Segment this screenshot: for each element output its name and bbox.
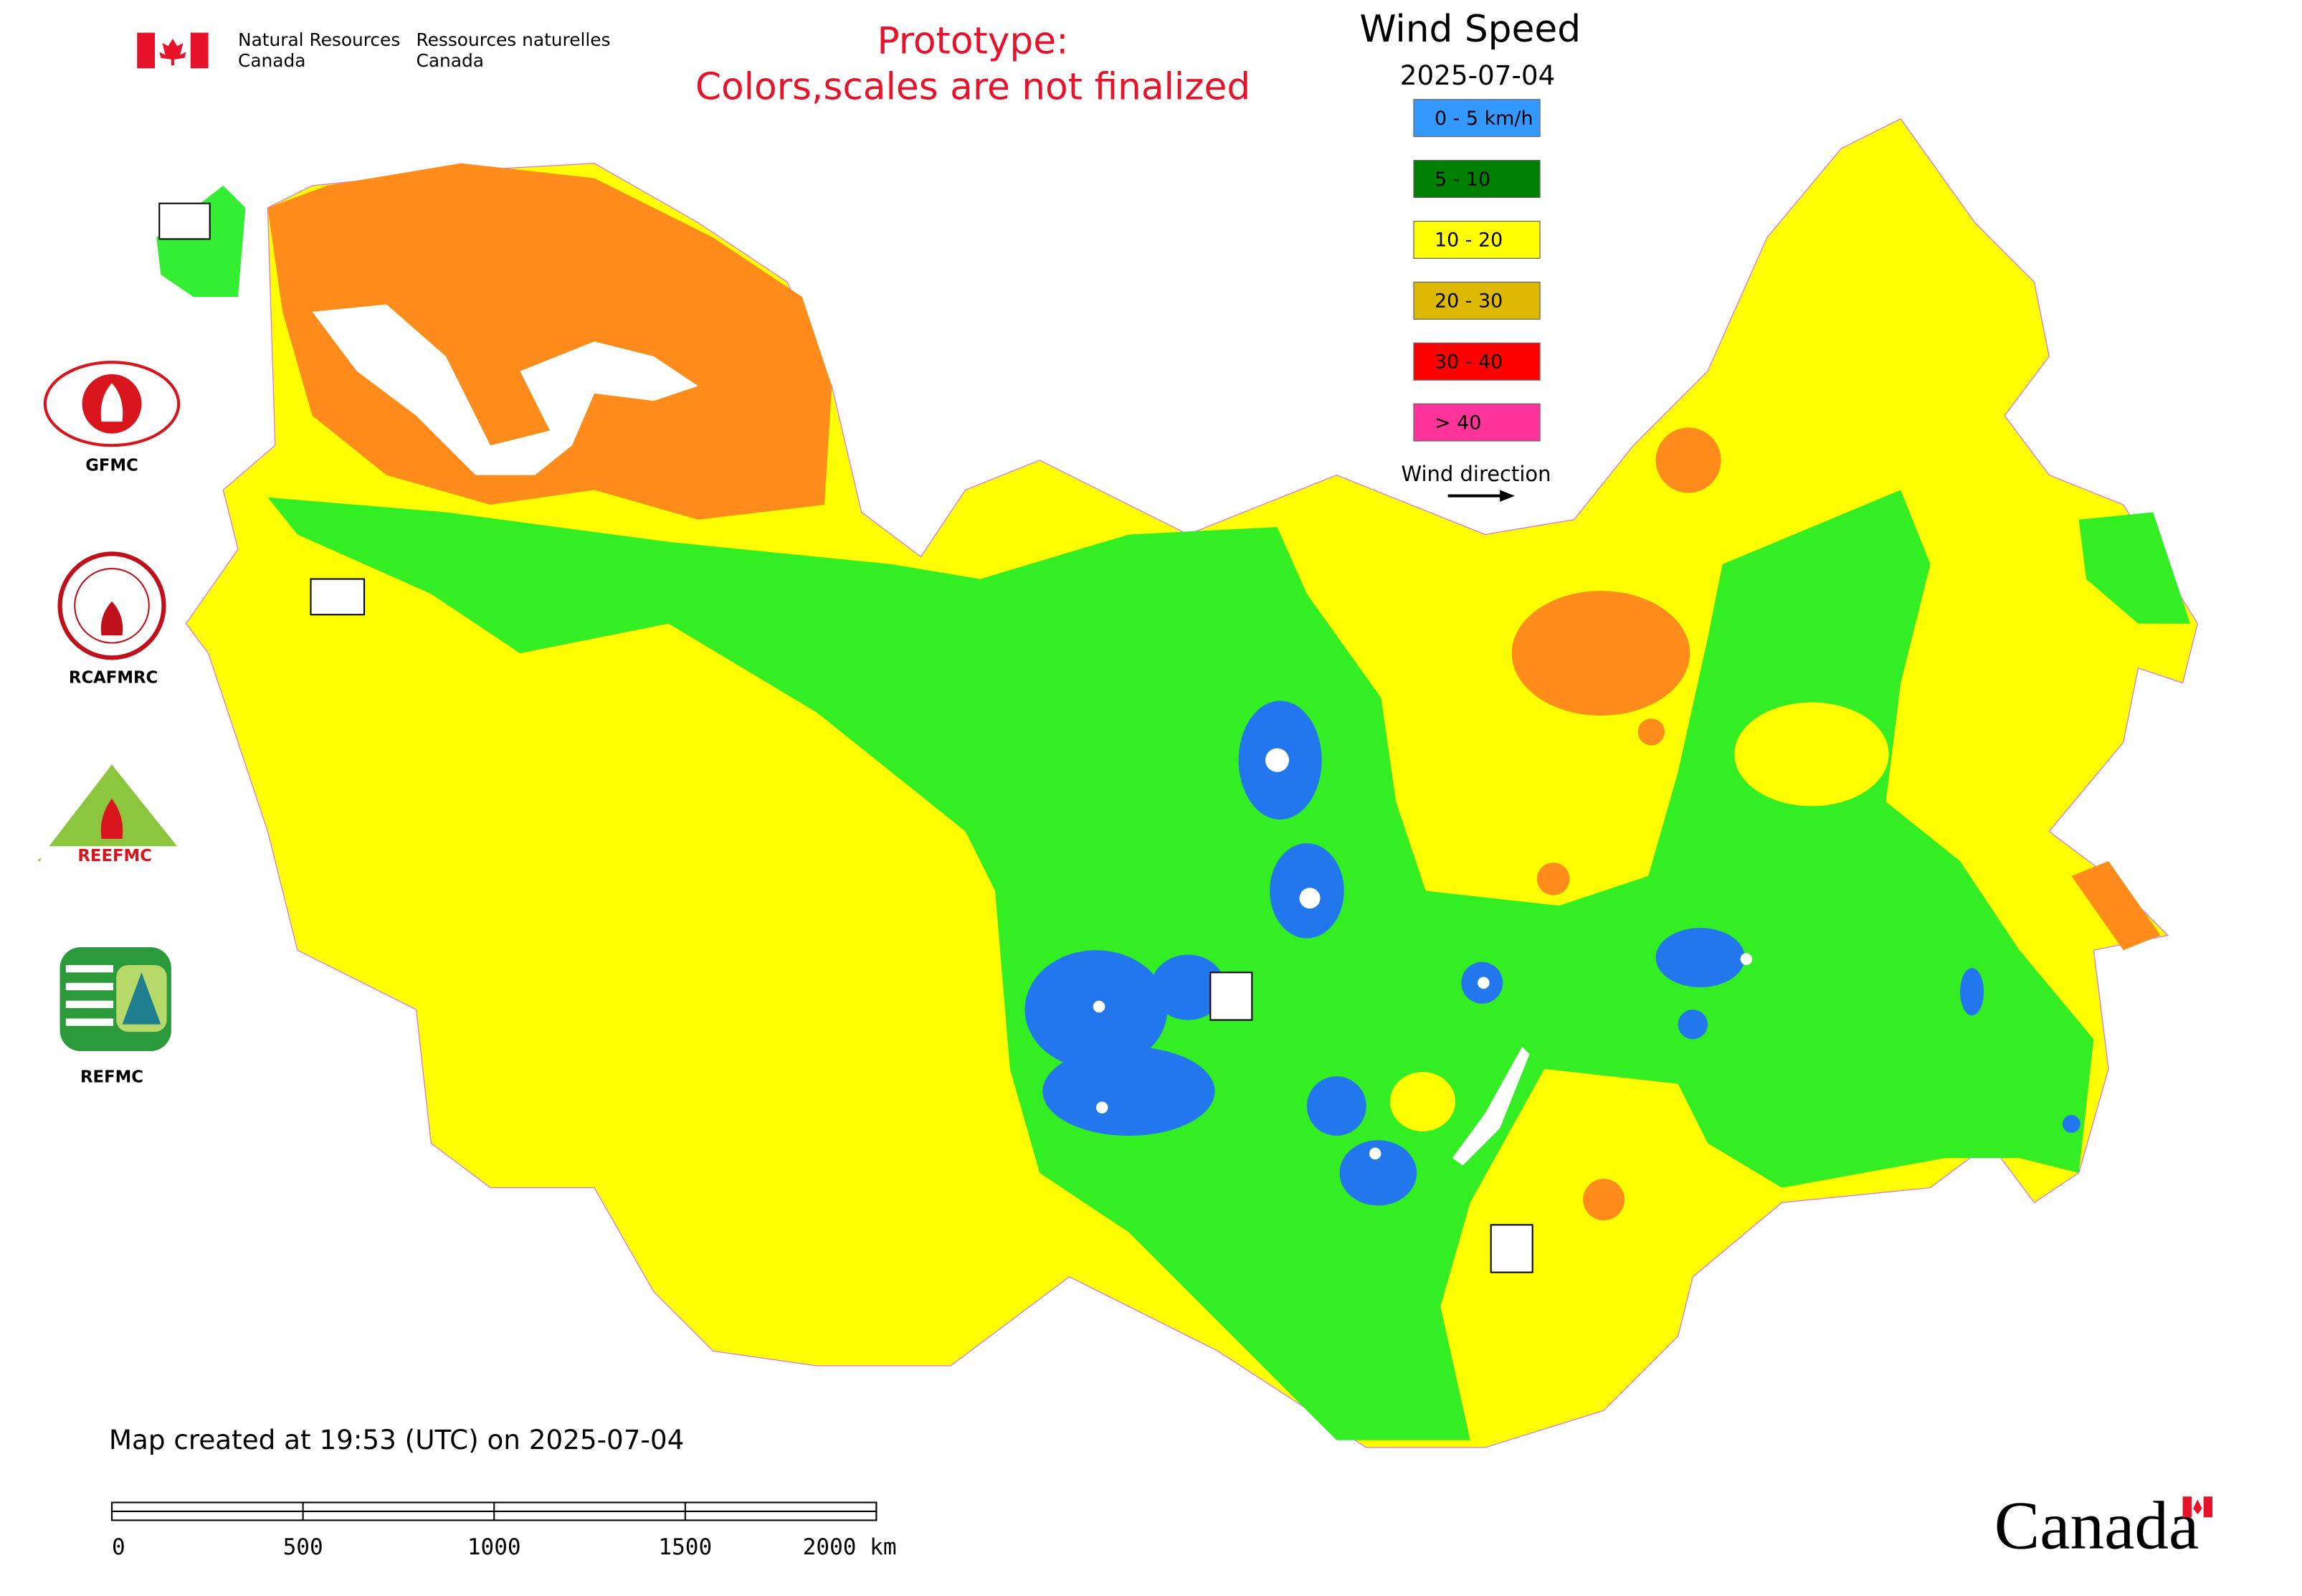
scale-label: 500 [283,1534,323,1560]
legend-label: 20 - 30 [1435,290,1503,313]
scale-label: 2000 km [803,1534,897,1560]
map-marker [1209,972,1253,1021]
region-orange [1637,718,1665,746]
region-blue [1960,968,1984,1016]
wind-direction-label: Wind direction [1401,462,1551,486]
scale-label: 1000 [467,1534,521,1560]
map-marker [310,578,366,616]
region-orange [267,163,832,520]
date: 2025-07-04 [1400,60,1556,91]
region-orange [1655,427,1721,493]
legend-label: 30 - 40 [1435,351,1503,374]
region-orange [1536,863,1570,896]
region-blue [1655,928,1745,988]
legend-label: 5 - 10 [1435,168,1490,191]
region-blue [1678,1010,1708,1040]
notice: Colors,scales are not finalized [695,66,1250,109]
logo-rcafmrc [57,551,166,660]
legend-swatch [1413,220,1541,259]
legend-label: 10 - 20 [1435,229,1503,252]
legend-swatch [1413,99,1541,138]
region-blue [1151,954,1226,1020]
map-marker [158,202,211,240]
legend-swatch [1413,160,1541,199]
logo-label: GFMC [85,456,138,475]
region-orange [2071,861,2161,951]
legend-swatch [1413,342,1541,381]
sea [312,304,698,475]
logo-label: REEFMC [77,847,152,865]
region-orange [1511,591,1690,716]
legend: 0 - 5 km/h 5 - 10 10 - 20 20 - 30 30 - 40 > 4… [1413,99,1541,442]
logo-reefmc [37,764,189,863]
legend-swatch [1413,281,1541,320]
scale-label: 1500 [658,1534,712,1560]
scale-label: 0 [112,1534,125,1560]
region-blue [1306,1076,1366,1136]
region-green-ne [2078,512,2190,624]
legend-swatch [1413,403,1541,442]
dept-en: Canada [238,50,305,71]
legend-label: 0 - 5 km/h [1435,108,1533,130]
logo-label: REFMC [80,1068,143,1087]
logo-refmc [60,947,171,1052]
wind-arrow [1447,490,1515,502]
wordmark: Canada [1994,1488,2199,1564]
region-blue [1339,1140,1417,1206]
region-yellow [1389,1072,1455,1131]
legend-label: > 40 [1435,412,1481,434]
dept-fr: Ressources naturelles [417,29,611,50]
dept-fr: Canada [417,50,484,71]
region-yellow [1734,702,1889,807]
scale-bar: 0 500 1000 1500 2000 km [110,1501,897,1560]
blue-centres [1093,748,1753,1160]
logo-label: RCAFMRC [69,669,158,688]
region-orange [1583,1179,1625,1221]
wordmark-flag [2182,1496,2213,1518]
flag [137,32,209,69]
title: Wind Speed [1359,8,1581,51]
logo-gfmc [43,361,181,447]
footer: Map created at 19:53 (UTC) on 2025-07-04 [109,1424,684,1455]
region-blue [1042,1046,1215,1136]
dept-en: Natural Resources [238,29,400,50]
greenland-west [156,185,246,298]
region-blue [2062,1115,2080,1133]
notice: Prototype: [877,20,1068,63]
lake [1452,1046,1530,1166]
map-marker [1490,1224,1533,1273]
